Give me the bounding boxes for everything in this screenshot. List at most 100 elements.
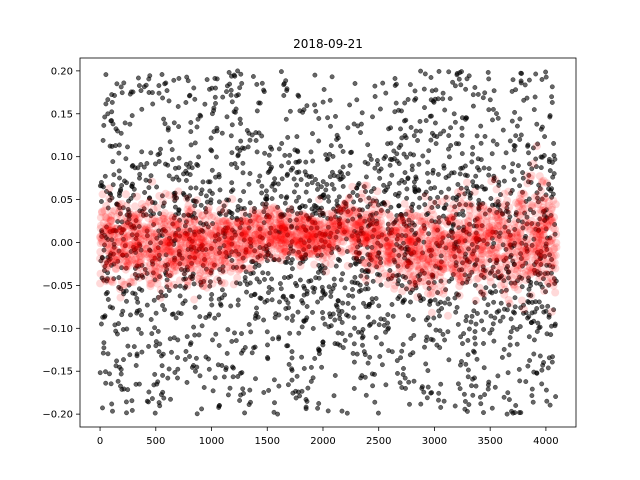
data-point-black — [198, 202, 204, 208]
data-point-black — [365, 252, 371, 258]
data-point-red — [460, 277, 469, 286]
data-point-black — [350, 287, 355, 292]
data-point-black — [472, 85, 478, 90]
data-point-black — [216, 403, 222, 409]
data-point-black — [450, 222, 456, 228]
data-point-black — [429, 205, 435, 210]
data-point-black — [470, 151, 475, 157]
data-point-red — [513, 234, 522, 242]
data-point-black — [183, 284, 189, 289]
data-point-black — [203, 315, 209, 320]
data-point-red — [519, 305, 528, 314]
data-point-black — [134, 310, 140, 316]
data-point-black — [289, 366, 294, 372]
data-point-black — [511, 177, 517, 183]
data-point-black — [437, 313, 442, 319]
data-point-black — [539, 154, 545, 160]
data-point-black — [455, 181, 461, 187]
data-point-black — [276, 336, 281, 342]
data-point-black — [137, 243, 143, 249]
data-point-black — [289, 349, 295, 354]
data-point-black — [259, 183, 265, 189]
data-point-black — [234, 93, 239, 99]
data-point-black — [113, 363, 119, 369]
data-point-red — [547, 238, 555, 247]
data-point-black — [253, 138, 259, 143]
data-point-black — [187, 342, 193, 347]
data-point-black — [177, 283, 183, 289]
data-point-black — [361, 300, 366, 306]
data-point-black — [123, 288, 129, 294]
data-point-black — [191, 281, 197, 287]
data-point-black — [293, 280, 298, 286]
data-point-black — [547, 168, 553, 174]
data-point-red — [500, 217, 509, 226]
data-point-black — [228, 92, 234, 98]
data-point-black — [530, 399, 536, 405]
data-point-red — [391, 281, 399, 290]
data-point-black — [292, 147, 298, 153]
data-point-black — [250, 74, 256, 79]
data-point-black — [294, 182, 299, 188]
data-point-red — [479, 289, 488, 298]
data-point-black — [150, 270, 156, 276]
data-point-black — [474, 183, 480, 189]
data-point-black — [387, 230, 392, 236]
data-point-black — [505, 264, 510, 269]
data-point-black — [214, 76, 220, 82]
data-point-black — [149, 90, 155, 96]
data-point-black — [378, 282, 384, 288]
data-point-black — [492, 384, 498, 390]
data-point-red — [386, 220, 395, 228]
data-point-black — [188, 244, 194, 250]
data-point-black — [407, 82, 413, 88]
data-point-black — [408, 299, 413, 305]
data-point-black — [315, 181, 321, 187]
data-point-black — [344, 312, 349, 318]
data-point-black — [193, 355, 199, 361]
data-point-black — [120, 327, 126, 332]
data-point-red — [147, 220, 156, 229]
data-point-black — [508, 242, 514, 248]
data-point-black — [248, 329, 254, 335]
data-point-black — [224, 83, 230, 89]
data-point-black — [108, 381, 114, 387]
data-point-black — [149, 259, 155, 264]
data-point-black — [388, 140, 394, 146]
data-point-black — [281, 293, 286, 299]
data-point-black — [131, 344, 137, 349]
data-point-black — [345, 209, 351, 215]
data-point-black — [372, 399, 378, 405]
data-point-red — [261, 201, 270, 210]
data-point-black — [176, 165, 182, 171]
data-point-red — [290, 218, 299, 227]
data-point-red — [464, 250, 473, 259]
data-point-red — [167, 257, 176, 266]
data-point-black — [441, 398, 447, 404]
data-point-black — [205, 179, 211, 185]
data-point-black — [373, 335, 379, 340]
data-point-black — [171, 120, 177, 126]
data-point-black — [388, 204, 394, 210]
data-point-black — [234, 165, 240, 171]
data-point-black — [287, 330, 293, 336]
data-point-black — [160, 372, 166, 378]
data-point-red — [551, 225, 559, 234]
data-point-black — [481, 410, 486, 415]
data-point-black — [422, 192, 427, 198]
data-point-black — [535, 141, 540, 147]
data-point-black — [474, 133, 480, 139]
data-point-black — [191, 85, 197, 91]
data-point-black — [239, 220, 245, 226]
data-point-black — [208, 270, 214, 276]
data-point-red — [359, 221, 368, 230]
data-point-black — [342, 285, 348, 291]
data-point-black — [518, 410, 524, 415]
data-point-black — [406, 379, 412, 385]
data-point-black — [464, 185, 469, 191]
data-point-red — [272, 204, 281, 213]
data-point-black — [368, 321, 373, 327]
data-point-black — [228, 161, 234, 167]
data-point-black — [394, 236, 400, 242]
data-point-black — [266, 168, 272, 174]
